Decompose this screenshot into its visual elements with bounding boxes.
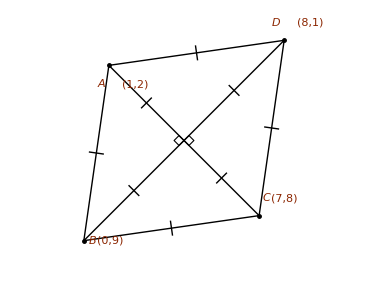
Text: B: B xyxy=(89,236,96,246)
Text: (7,8): (7,8) xyxy=(264,193,298,203)
Text: (0,9): (0,9) xyxy=(90,236,124,246)
Text: C: C xyxy=(263,193,270,203)
Text: (8,1): (8,1) xyxy=(290,18,324,28)
Text: D: D xyxy=(272,18,280,28)
Text: A: A xyxy=(98,79,105,89)
Text: (1,2): (1,2) xyxy=(115,79,149,89)
